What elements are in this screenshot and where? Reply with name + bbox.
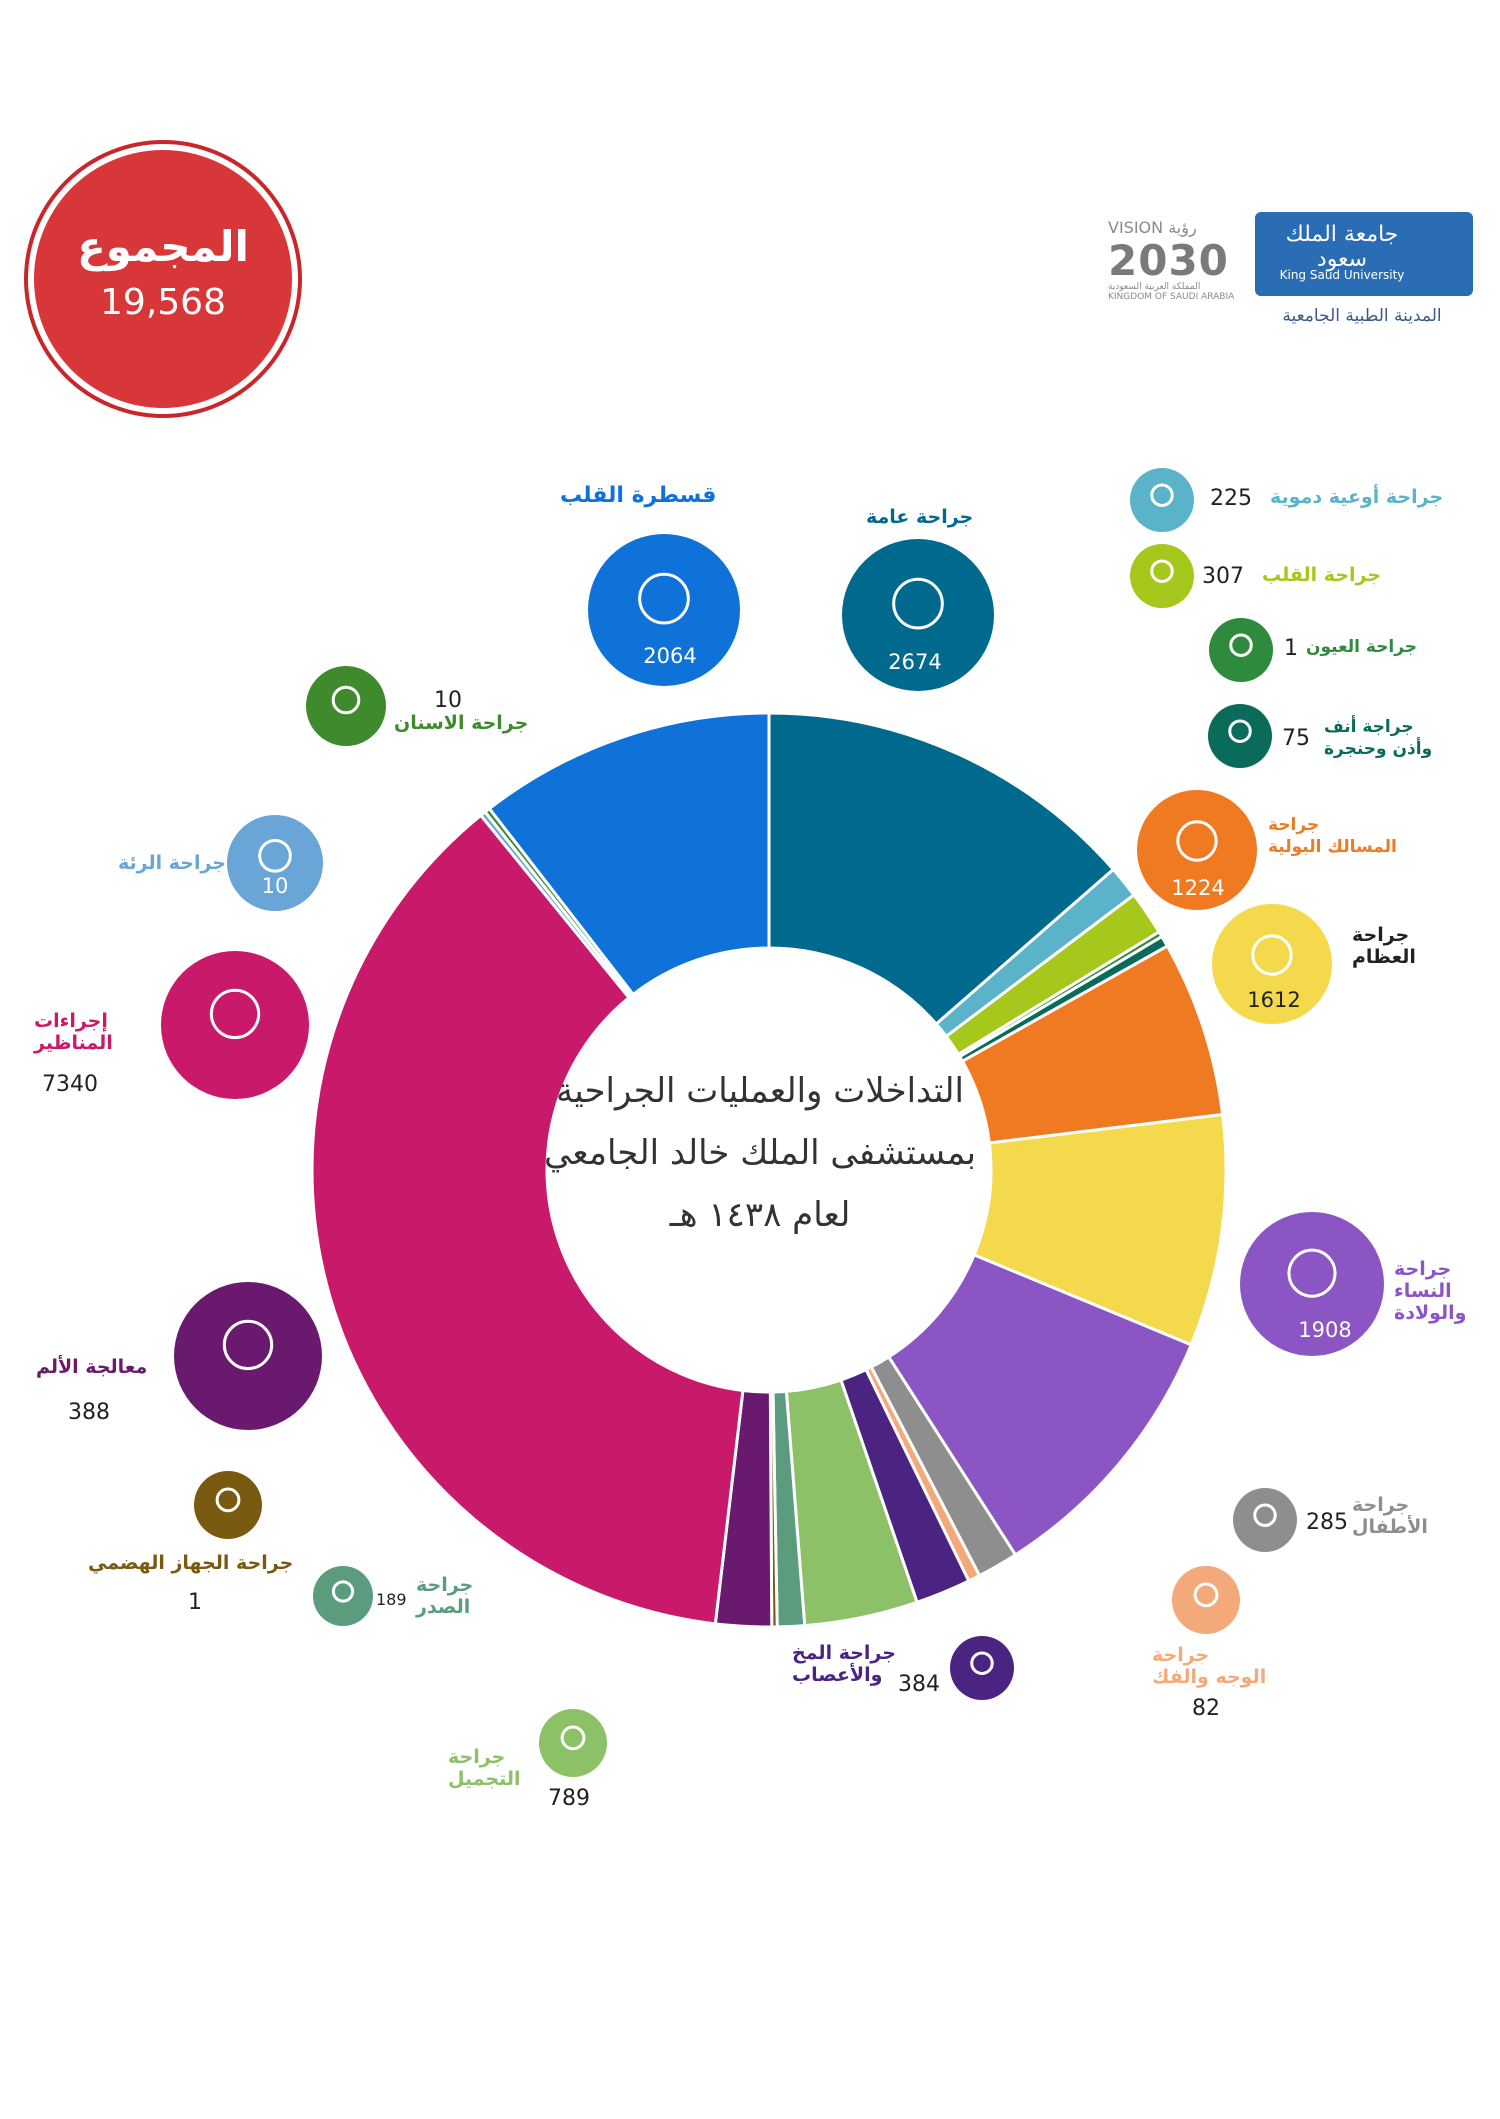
ear-icon-glyph bbox=[1228, 719, 1252, 743]
ear-icon bbox=[1208, 704, 1272, 768]
value-lung: 10 bbox=[261, 874, 289, 898]
value-ortho: 1612 bbox=[1247, 988, 1301, 1012]
vision-word: VISION رؤية bbox=[1108, 218, 1197, 237]
stomach-icon bbox=[194, 1471, 262, 1539]
label-peds: جراحة الأطفال bbox=[1352, 1494, 1428, 1538]
value-uro: 1224 bbox=[1171, 876, 1225, 900]
chest-ribs-icon bbox=[313, 1566, 373, 1626]
label-ent: جراجة أنف وأذن وحنجرة bbox=[1324, 717, 1433, 759]
label-eye: جراحة العيون bbox=[1306, 637, 1418, 657]
pain-body-icon bbox=[174, 1282, 322, 1430]
chart-title-line2: بمستشفى الملك خالد الجامعي bbox=[543, 1133, 977, 1173]
label-dental: جراحة الاسنان bbox=[394, 712, 529, 734]
value-endo: 7340 bbox=[42, 1072, 98, 1097]
skull-icon-glyph bbox=[1193, 1582, 1219, 1608]
donut-segment-obgyn bbox=[886, 1252, 1194, 1557]
donut-segment-general bbox=[767, 711, 1116, 1027]
bone-joint-icon bbox=[1212, 904, 1332, 1024]
ksu-arabic: جامعة الملك سعود bbox=[1285, 222, 1399, 272]
value-dental: 10 bbox=[434, 688, 462, 713]
label-ortho: جراحة العظام bbox=[1352, 924, 1416, 968]
pregnancy-icon-glyph bbox=[1287, 1248, 1337, 1298]
label-heart: جراحة القلب bbox=[1262, 564, 1382, 586]
leg-icon-glyph bbox=[560, 1725, 586, 1751]
value-vascular: 225 bbox=[1210, 486, 1252, 511]
value-gi: 1 bbox=[188, 1590, 202, 1615]
label-gi: جراحة الجهاز الهضمي bbox=[88, 1552, 294, 1574]
label-pain: معالجة الألم bbox=[36, 1356, 148, 1378]
ksu-sub: المدينة الطبية الجامعية bbox=[1282, 306, 1442, 326]
bone-joint-icon-glyph bbox=[1251, 934, 1293, 976]
label-face: جراحة الوجه والفك bbox=[1152, 1644, 1267, 1688]
baby-icon bbox=[1233, 1488, 1297, 1552]
endoscopy-icon bbox=[161, 951, 309, 1099]
heart-anatomy-icon-glyph bbox=[638, 572, 690, 625]
stomach-icon-glyph bbox=[215, 1487, 241, 1513]
label-cath: قسطرة القلب bbox=[560, 483, 717, 508]
label-lung: جراحة الرئة bbox=[118, 852, 226, 874]
label-obgyn: جراحة النساء والولادة bbox=[1394, 1258, 1467, 1324]
value-ent: 75 bbox=[1282, 726, 1310, 751]
label-endo: إجراءات المناظير bbox=[34, 1010, 113, 1054]
eye-icon-glyph bbox=[1229, 633, 1253, 657]
vessels-icon bbox=[1130, 468, 1194, 532]
skull-icon bbox=[1172, 1566, 1240, 1634]
total-value: 19,568 bbox=[100, 282, 226, 323]
kidneys-icon bbox=[1137, 790, 1257, 910]
baby-icon-glyph bbox=[1253, 1503, 1277, 1527]
chart-title-line3: لعام ١٤٣٨ هـ bbox=[669, 1195, 851, 1235]
heartbeat-icon bbox=[1130, 544, 1194, 608]
chart-title-line1: التداخلات والعمليات الجراحية bbox=[556, 1071, 964, 1111]
vision-sub: المملكة العربية السعودية KINGDOM OF SAUD… bbox=[1108, 282, 1235, 302]
value-cosmetic: 789 bbox=[548, 1786, 590, 1811]
chart-title: التداخلات والعمليات الجراحية بمستشفى الم… bbox=[500, 1060, 1020, 1246]
value-obgyn: 1908 bbox=[1298, 1318, 1352, 1342]
value-chest: 189 bbox=[376, 1590, 407, 1609]
label-neuro: جراحة المخ والأعصاب bbox=[792, 1642, 896, 1686]
value-heart: 307 bbox=[1202, 564, 1244, 589]
pregnancy-icon bbox=[1240, 1212, 1384, 1356]
scalpel-icon-glyph bbox=[892, 577, 944, 630]
value-peds: 285 bbox=[1306, 1510, 1348, 1535]
total-label: المجموع bbox=[77, 222, 249, 271]
tooth-icon bbox=[306, 666, 386, 746]
value-eye: 1 bbox=[1284, 636, 1298, 661]
value-neuro: 384 bbox=[898, 1672, 940, 1697]
lungs-icon-glyph bbox=[258, 838, 292, 873]
heart-anatomy-icon bbox=[588, 534, 740, 686]
leg-icon bbox=[539, 1709, 607, 1777]
value-face: 82 bbox=[1192, 1696, 1220, 1721]
brain-icon bbox=[950, 1636, 1014, 1700]
pain-body-icon-glyph bbox=[222, 1319, 274, 1371]
lungs-icon bbox=[227, 815, 323, 911]
eye-icon bbox=[1209, 618, 1273, 682]
endoscopy-icon-glyph bbox=[209, 988, 261, 1040]
chest-ribs-icon-glyph bbox=[331, 1580, 355, 1603]
ksu-english: King Saud University bbox=[1279, 268, 1405, 282]
vision-year: 2030 bbox=[1108, 236, 1229, 285]
label-vascular: جراحة أوعية دموية bbox=[1270, 486, 1444, 508]
heartbeat-icon-glyph bbox=[1150, 559, 1174, 583]
value-pain: 388 bbox=[68, 1400, 110, 1425]
donut-segment-endo bbox=[310, 813, 745, 1626]
total-badge bbox=[34, 150, 292, 408]
scalpel-icon bbox=[842, 539, 994, 691]
label-general: جراحة عامة bbox=[866, 506, 974, 528]
donut-segment-cath bbox=[487, 711, 771, 997]
label-chest: جراحة الصدر bbox=[416, 1574, 474, 1618]
label-uro: جراحة المسالك البولية bbox=[1268, 815, 1397, 857]
value-cath: 2064 bbox=[643, 644, 697, 668]
ksu-logo bbox=[1255, 212, 1473, 296]
label-cosmetic: جراحة التجميل bbox=[448, 1746, 521, 1790]
kidneys-icon-glyph bbox=[1176, 820, 1218, 862]
tooth-icon-glyph bbox=[331, 685, 361, 715]
brain-icon-glyph bbox=[970, 1651, 994, 1675]
vessels-icon-glyph bbox=[1150, 483, 1174, 507]
value-general: 2674 bbox=[888, 650, 942, 674]
